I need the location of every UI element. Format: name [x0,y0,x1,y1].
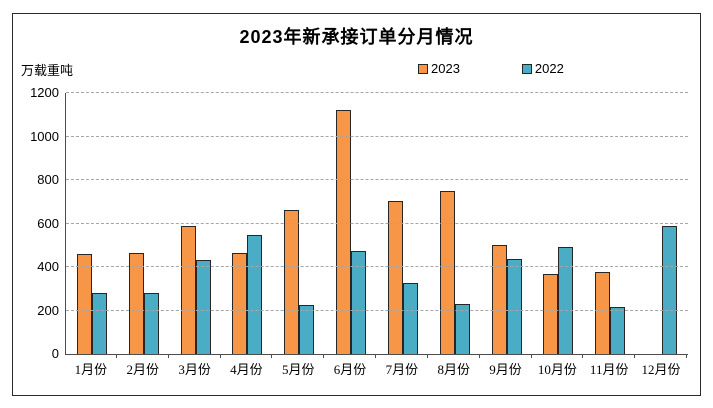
bar-2022-m4 [247,235,263,354]
x-tick-mark-10 [582,355,583,358]
bar-2023-m7 [387,201,403,354]
x-tick-mark-2 [168,355,169,358]
bar-2022-m5 [299,305,315,354]
gridline-1200 [66,92,688,93]
x-tick-label-m7: 7月份 [385,362,419,377]
category-group-m1 [66,93,118,354]
category-group-m12 [636,93,688,354]
category-group-m6 [325,93,377,354]
bar-2023-m2 [128,253,144,354]
category-group-m7 [377,93,429,354]
x-tick-mark-4 [271,355,272,358]
x-tick-label-m8: 8月份 [437,362,470,377]
bars-layer [66,93,688,354]
y-axis-unit-label: 万载重吨 [21,63,74,78]
bar-2022-m12 [662,226,678,354]
x-tick-label-m4: 4月份 [230,362,263,377]
x-tick-label-m6: 6月份 [333,362,367,377]
gridline-1000 [66,135,688,137]
bar-2023-m3 [180,226,196,354]
bar-2022-m7 [402,283,418,354]
bar-2023-m4 [232,253,248,354]
bar-2023-m10 [543,274,559,354]
x-tick-label-m5: 5月份 [281,362,315,377]
bar-2022-m8 [454,304,470,354]
category-group-m3 [170,93,222,354]
category-group-m8 [429,93,481,354]
x-tick-mark-3 [220,355,221,358]
x-tick-label-m12: 12月份 [641,362,681,377]
x-tick-mark-11 [634,355,635,358]
chart-canvas: 2023年新承接订单分月情况 万载重吨 2023 2022 0 200 400 600… [12,13,701,396]
y-axis: 0 200 400 600 800 1000 1200 [13,86,59,361]
gridline-200 [66,309,688,311]
legend: 2023 2022 [418,61,564,76]
x-tick-label-m2: 2月份 [126,362,159,377]
x-tick-mark-12 [686,355,687,358]
x-tick-label-m3: 3月份 [178,362,211,377]
category-group-m2 [118,93,170,354]
gridline-600 [66,222,688,224]
x-tick-mark-7 [427,355,428,358]
y-tick-label-800: 800 [37,172,59,187]
y-tick-label-0: 0 [51,346,59,361]
x-tick-mark-5 [323,355,324,358]
gridline-400 [66,266,688,267]
x-tick-mark-1 [116,355,117,358]
bar-2022-m6 [351,251,367,354]
bar-2022-m10 [558,247,574,354]
category-group-m5 [273,93,325,354]
category-group-m11 [584,93,636,354]
y-tick-label-400: 400 [37,259,59,274]
bar-2022-m9 [506,259,522,354]
legend-label-2023: 2023 [431,61,460,76]
legend-item-2022: 2022 [521,61,564,76]
y-tick-label-1000: 1000 [30,128,59,144]
bar-2022-m2 [143,293,159,354]
x-tick-label-m11: 11月份 [589,362,629,377]
x-axis: 1月份 2月份 3月份 4月份 5月份 6月份 7月份 8月份 9月份 10月份 11月份 12月份 [65,359,687,378]
category-group-m10 [532,93,584,354]
bar-2023-m8 [439,191,455,354]
category-group-m9 [481,93,533,354]
legend-swatch-2022-icon [521,63,532,74]
x-tick-label-m1: 1月份 [74,362,108,377]
bar-2022-m1 [91,293,107,354]
chart-title: 2023年新承接订单分月情况 [239,27,474,47]
y-tick-label-1200: 1200 [30,85,59,100]
bar-2023-m1 [76,254,92,354]
x-tick-mark-8 [479,355,480,358]
bar-2023-m9 [491,245,507,354]
bar-2022-m3 [195,260,211,354]
y-tick-label-200: 200 [37,302,59,318]
x-tick-label-m9: 9月份 [489,362,522,377]
gridline-800 [66,179,688,180]
bar-2023-m5 [284,210,300,354]
legend-label-2022: 2022 [534,61,564,76]
bar-2023-m6 [336,110,352,354]
x-tick-label-m10: 10月份 [537,362,577,377]
x-tick-mark-9 [531,355,532,358]
plot-area [65,92,688,355]
bar-2022-m11 [610,307,626,354]
bar-2023-m11 [595,272,611,354]
bar-2023-m12-empty [647,353,662,354]
x-tick-mark-6 [375,355,376,358]
category-group-m4 [221,93,273,354]
legend-item-2023: 2023 [418,61,460,76]
legend-swatch-2023-icon [418,63,428,74]
y-tick-label-600: 600 [37,215,59,231]
x-axis-tick-marks [65,355,687,359]
